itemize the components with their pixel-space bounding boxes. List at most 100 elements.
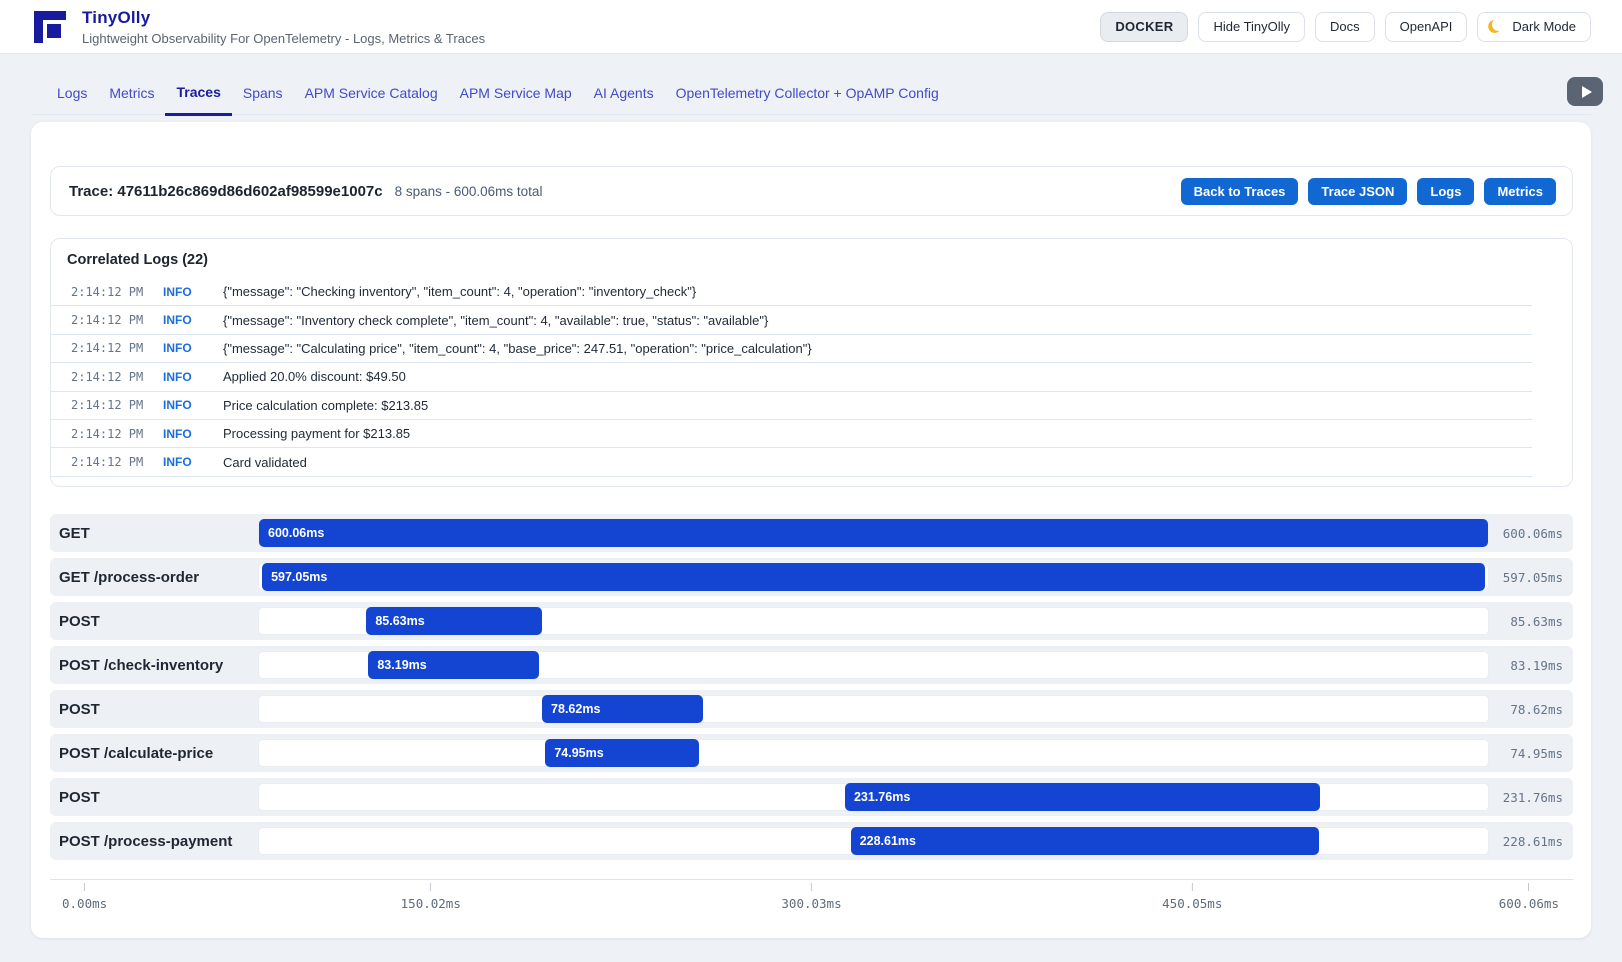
trace-actions: Back to Traces Trace JSON Logs Metrics [1181, 178, 1556, 205]
span-track[interactable]: 85.63ms [258, 607, 1489, 635]
axis-tick-item: 150.02ms [401, 883, 461, 911]
axis-tick-label: 450.05ms [1162, 896, 1222, 911]
log-level-badge: INFO [163, 341, 223, 355]
logo-square-shape [47, 24, 61, 38]
tab-traces[interactable]: Traces [165, 72, 231, 116]
span-bar[interactable]: 231.76ms [845, 783, 1320, 811]
span-bar[interactable]: 74.95ms [545, 739, 699, 767]
log-timestamp: 2:14:12 PM [71, 313, 163, 327]
trace-button-metrics[interactable]: Metrics [1484, 178, 1556, 205]
trace-button-back-to-traces[interactable]: Back to Traces [1181, 178, 1299, 205]
span-track[interactable]: 74.95ms [258, 739, 1489, 767]
axis-tick-label: 600.06ms [1499, 896, 1559, 911]
waterfall-row: POST /calculate-price74.95ms74.95ms [50, 734, 1573, 772]
log-row[interactable]: 2:14:12 PMINFO{"message": "Calculating p… [51, 335, 1532, 363]
header-button-hide-tinyolly[interactable]: Hide TinyOlly [1198, 12, 1305, 42]
tab-bar: LogsMetricsTracesSpansAPM Service Catalo… [31, 72, 1591, 115]
log-timestamp: 2:14:12 PM [71, 341, 163, 355]
span-track[interactable]: 600.06ms [258, 519, 1489, 547]
log-row[interactable]: 2:14:12 PMINFOProcessing payment for $21… [51, 420, 1532, 448]
axis-tick-item: 600.06ms [1499, 883, 1559, 911]
span-duration: 228.61ms [1489, 834, 1573, 849]
span-bar[interactable]: 228.61ms [851, 827, 1319, 855]
log-timestamp: 2:14:12 PM [71, 427, 163, 441]
log-row[interactable]: 2:14:12 PMINFOPrice calculation complete… [51, 392, 1532, 420]
tab-apm-service-map[interactable]: APM Service Map [449, 73, 583, 114]
header-button-docker[interactable]: DOCKER [1100, 12, 1188, 42]
tab-apm-service-catalog[interactable]: APM Service Catalog [294, 73, 449, 114]
main-container: Trace: 47611b26c869d86d602af98599e1007c … [31, 122, 1591, 938]
waterfall-row: POST /check-inventory83.19ms83.19ms [50, 646, 1573, 684]
span-name: POST [50, 789, 258, 806]
header-button-openapi[interactable]: OpenAPI [1385, 12, 1468, 42]
waterfall-row: GET600.06ms600.06ms [50, 514, 1573, 552]
tab-metrics[interactable]: Metrics [98, 73, 165, 114]
axis-tick-label: 0.00ms [62, 896, 107, 911]
span-bar[interactable]: 78.62ms [542, 695, 703, 723]
log-row[interactable]: 2:14:12 PMINFOApplied 20.0% discount: $4… [51, 363, 1532, 391]
header-button-label: DOCKER [1115, 19, 1173, 34]
span-track[interactable]: 78.62ms [258, 695, 1489, 723]
brand: TinyOlly Lightweight Observability For O… [34, 8, 485, 46]
span-track[interactable]: 83.19ms [258, 651, 1489, 679]
log-timestamp: 2:14:12 PM [71, 455, 163, 469]
log-message: Applied 20.0% discount: $49.50 [223, 369, 406, 384]
app-subtitle: Lightweight Observability For OpenTeleme… [82, 31, 485, 46]
log-list[interactable]: 2:14:12 PMINFO{"message": "Checking inve… [51, 278, 1532, 481]
axis-tick-mark [1192, 883, 1193, 891]
span-track[interactable]: 597.05ms [258, 563, 1489, 591]
span-duration: 85.63ms [1489, 614, 1573, 629]
log-timestamp: 2:14:12 PM [71, 398, 163, 412]
span-duration: 231.76ms [1489, 790, 1573, 805]
axis-tick-label: 300.03ms [781, 896, 841, 911]
trace-summary: 8 spans - 600.06ms total [395, 184, 543, 199]
log-level-badge: INFO [163, 285, 223, 299]
axis-tick-item: 300.03ms [781, 883, 841, 911]
app-header: TinyOlly Lightweight Observability For O… [0, 0, 1622, 54]
log-message: {"message": "Checking inventory", "item_… [223, 284, 696, 299]
span-name: POST /check-inventory [50, 657, 258, 674]
log-level-badge: INFO [163, 427, 223, 441]
header-button-label: Dark Mode [1512, 19, 1576, 34]
play-button[interactable] [1567, 77, 1603, 106]
log-level-badge: INFO [163, 455, 223, 469]
tinyolly-logo-icon [34, 9, 68, 45]
waterfall-row: POST78.62ms78.62ms [50, 690, 1573, 728]
tab-opentelemetry-collector-opamp-config[interactable]: OpenTelemetry Collector + OpAMP Config [665, 73, 950, 114]
span-track[interactable]: 231.76ms [258, 783, 1489, 811]
correlated-logs-card: Correlated Logs (22) 2:14:12 PMINFO{"mes… [50, 238, 1573, 487]
log-row[interactable]: 2:14:12 PMINFOCard validated [51, 448, 1532, 476]
correlated-logs-title: Correlated Logs (22) [51, 252, 1572, 278]
log-message: Card validated [223, 455, 307, 470]
log-timestamp: 2:14:12 PM [71, 370, 163, 384]
span-name: GET [50, 525, 258, 542]
tab-ai-agents[interactable]: AI Agents [583, 73, 665, 114]
span-bar[interactable]: 83.19ms [368, 651, 538, 679]
span-waterfall: GET600.06ms600.06msGET /process-order597… [50, 514, 1573, 860]
span-bar[interactable]: 597.05ms [262, 563, 1485, 591]
span-bar[interactable]: 600.06ms [259, 519, 1488, 547]
waterfall-row: POST 231.76ms 231.76ms [50, 778, 1573, 816]
trace-button-trace-json[interactable]: Trace JSON [1308, 178, 1407, 205]
header-button-docs[interactable]: Docs [1315, 12, 1375, 42]
log-message: {"message": "Inventory check complete", … [223, 313, 768, 328]
play-icon [1582, 86, 1592, 98]
log-message: {"message": "Calculating price", "item_c… [223, 341, 812, 356]
span-track[interactable]: 228.61ms [258, 827, 1489, 855]
log-message: Processing payment for $213.85 [223, 426, 410, 441]
tab-logs[interactable]: Logs [46, 73, 98, 114]
log-row[interactable]: 2:14:12 PMINFO{"message": "Checking inve… [51, 278, 1532, 306]
time-axis: 0.00ms 150.02ms 300.03ms 450.05ms 600.06ms [50, 879, 1573, 925]
axis-tick-item: 450.05ms [1162, 883, 1222, 911]
trace-button-logs[interactable]: Logs [1417, 178, 1474, 205]
log-row[interactable]: 2:14:12 PMINFO{"message": "Inventory che… [51, 306, 1532, 334]
waterfall-row: POST /process-payment228.61ms228.61ms [50, 822, 1573, 860]
header-actions: DOCKER Hide TinyOlly Docs OpenAPI Dark Mode [1100, 12, 1591, 42]
axis-tick-mark [84, 883, 85, 891]
header-button-dark-mode[interactable]: Dark Mode [1477, 12, 1591, 42]
span-bar[interactable]: 85.63ms [366, 607, 541, 635]
span-duration: 78.62ms [1489, 702, 1573, 717]
axis-tick-label: 150.02ms [401, 896, 461, 911]
tab-spans[interactable]: Spans [232, 73, 294, 114]
trace-id-title: Trace: 47611b26c869d86d602af98599e1007c [69, 183, 383, 200]
